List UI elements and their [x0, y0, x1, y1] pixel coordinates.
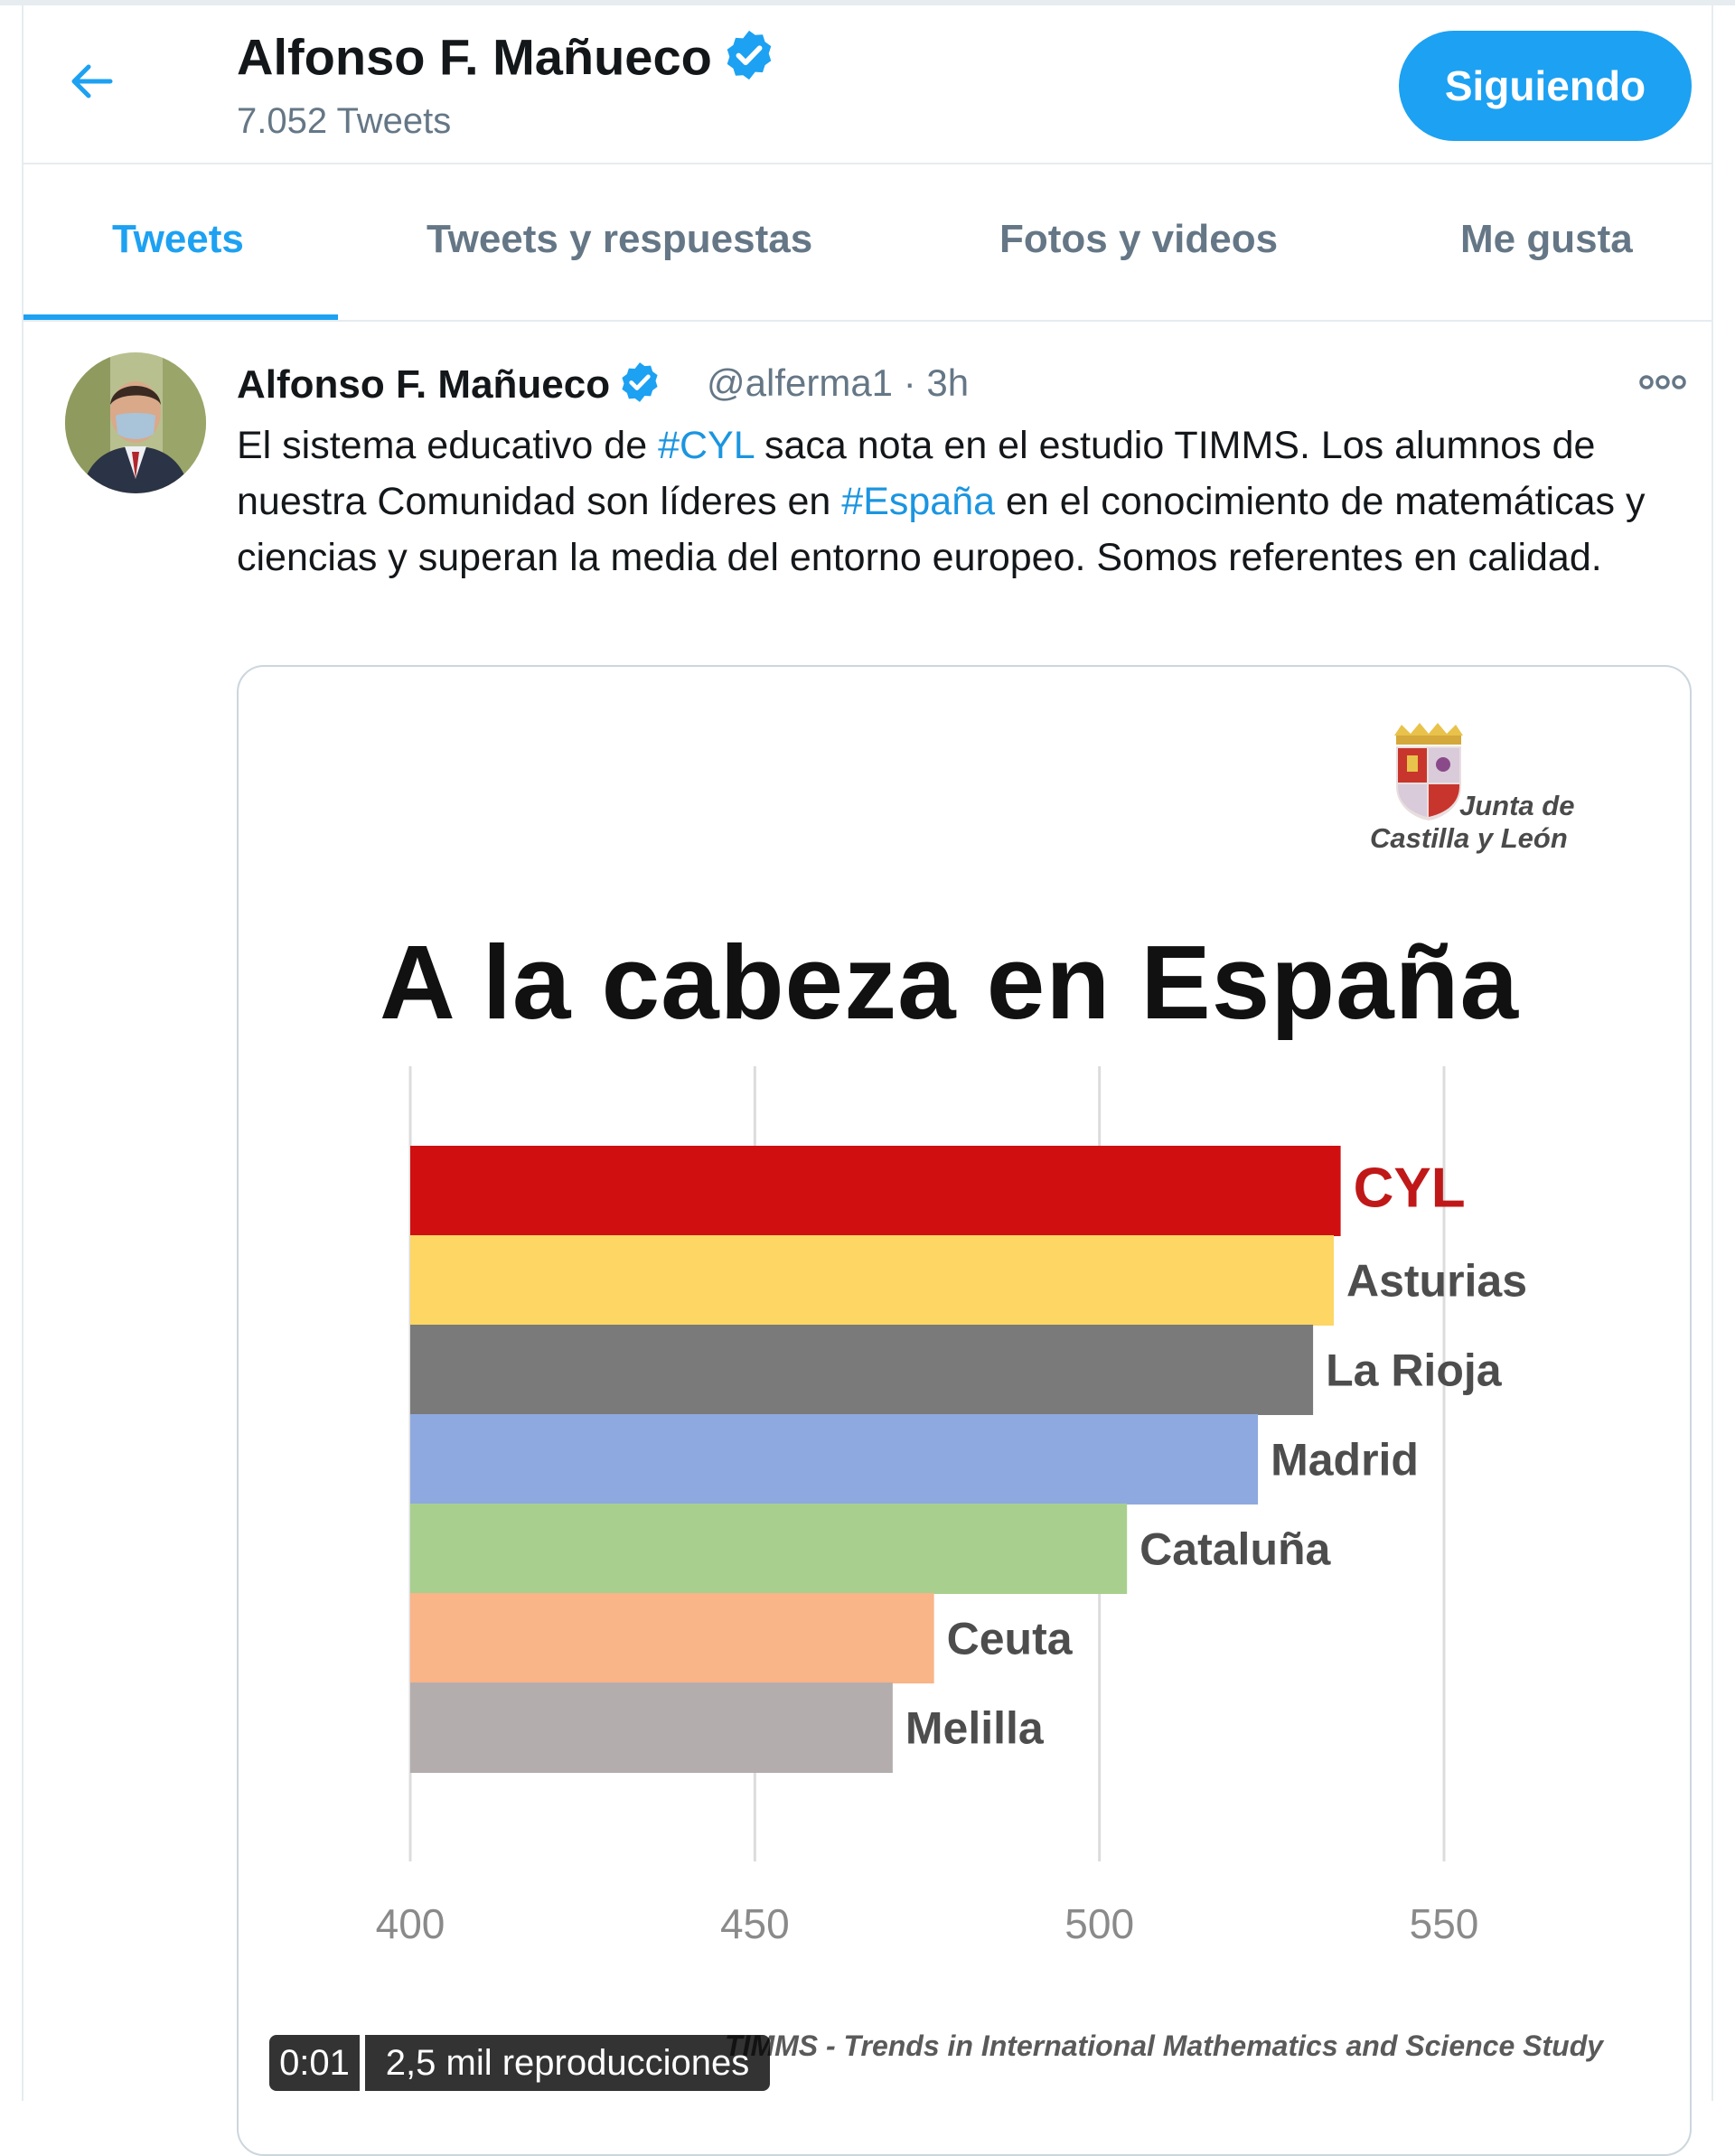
bar-asturias	[410, 1235, 1334, 1326]
video-duration: 0:01	[269, 2035, 360, 2091]
bar-madrid	[410, 1414, 1259, 1505]
logo-text-line-1: Junta de	[1459, 790, 1575, 821]
bar-label: Ceuta	[947, 1614, 1074, 1664]
header-divider	[22, 163, 1713, 164]
avatar[interactable]	[65, 352, 206, 493]
top-border	[0, 0, 1735, 5]
bar-label: CYL	[1354, 1158, 1466, 1220]
tweet-meta: @alferma1 · 3h	[707, 361, 969, 405]
tweet-author[interactable]: Alfonso F. Mañueco	[237, 360, 662, 415]
bar-la-rioja	[410, 1325, 1314, 1415]
tweet-handle[interactable]: @alferma1	[707, 361, 894, 404]
bar-chart: CYL Asturias La Rioja Madrid Cataluña Ceuta Me…	[376, 1066, 1605, 2062]
timeline-column	[22, 0, 1713, 2101]
tweet-text-part: El sistema educativo de	[237, 424, 659, 467]
hashtag-link[interactable]: #España	[841, 480, 996, 523]
bar-label: La Rioja	[1326, 1345, 1503, 1396]
avatar-photo-icon	[65, 352, 206, 493]
tab-likes[interactable]: Me gusta	[1460, 217, 1633, 261]
tweet-time[interactable]: 3h	[926, 361, 970, 404]
tweet-author-name: Alfonso F. Mañueco	[237, 362, 611, 408]
profile-name: Alfonso F. Mañueco	[237, 28, 712, 86]
bar-ceuta	[410, 1593, 934, 1683]
bar-cataluña	[410, 1504, 1128, 1594]
x-tick-label: 400	[376, 1900, 445, 1947]
tweet-text: El sistema educativo de #CYL saca nota e…	[237, 417, 1683, 586]
chart-footer-text: TIMMS - Trends in International Mathemat…	[725, 2029, 1605, 2062]
tweet-text-part: saca nota en el estudio TIMMS. Los alumn…	[237, 424, 1596, 523]
tab-tweets-replies[interactable]: Tweets y respuestas	[427, 217, 813, 261]
tweet-text-part: en el conocimiento de matemáticas y cien…	[237, 480, 1646, 579]
chart-title: A la cabeza en España	[380, 923, 1520, 1041]
hashtag-link[interactable]: #CYL	[658, 424, 755, 467]
tweet-count: 7.052 Tweets	[237, 101, 452, 141]
back-button[interactable]	[65, 56, 116, 107]
arrow-left-icon	[71, 64, 113, 98]
following-button[interactable]: Siguiendo	[1399, 31, 1692, 141]
meta-separator: ·	[893, 361, 927, 404]
bar-label: Madrid	[1271, 1435, 1419, 1486]
junta-logo	[1369, 723, 1604, 858]
bar-cyl	[410, 1146, 1341, 1236]
bar-label: Asturias	[1346, 1256, 1527, 1307]
x-tick-label: 550	[1410, 1900, 1479, 1947]
video-views: 2,5 mil reproducciones	[365, 2035, 770, 2091]
bar-melilla	[410, 1683, 893, 1773]
bar-label: Cataluña	[1139, 1524, 1331, 1575]
more-options-button[interactable]	[1637, 369, 1688, 396]
tabs-divider	[22, 320, 1713, 322]
active-tab-indicator	[23, 314, 338, 320]
x-tick-label: 500	[1064, 1900, 1134, 1947]
profile-header-name: Alfonso F. Mañueco	[237, 27, 777, 95]
verified-badge-icon	[721, 27, 777, 95]
x-tick-label: 450	[720, 1900, 790, 1947]
tab-tweets[interactable]: Tweets	[112, 217, 244, 261]
coat-of-arms-icon	[1394, 723, 1463, 820]
more-dots-icon	[1639, 375, 1686, 389]
bar-label: Melilla	[905, 1703, 1045, 1754]
logo-text-line-2: Castilla y León	[1370, 822, 1568, 854]
tab-photos-videos[interactable]: Fotos y videos	[999, 217, 1279, 261]
verified-badge-icon	[617, 360, 662, 415]
